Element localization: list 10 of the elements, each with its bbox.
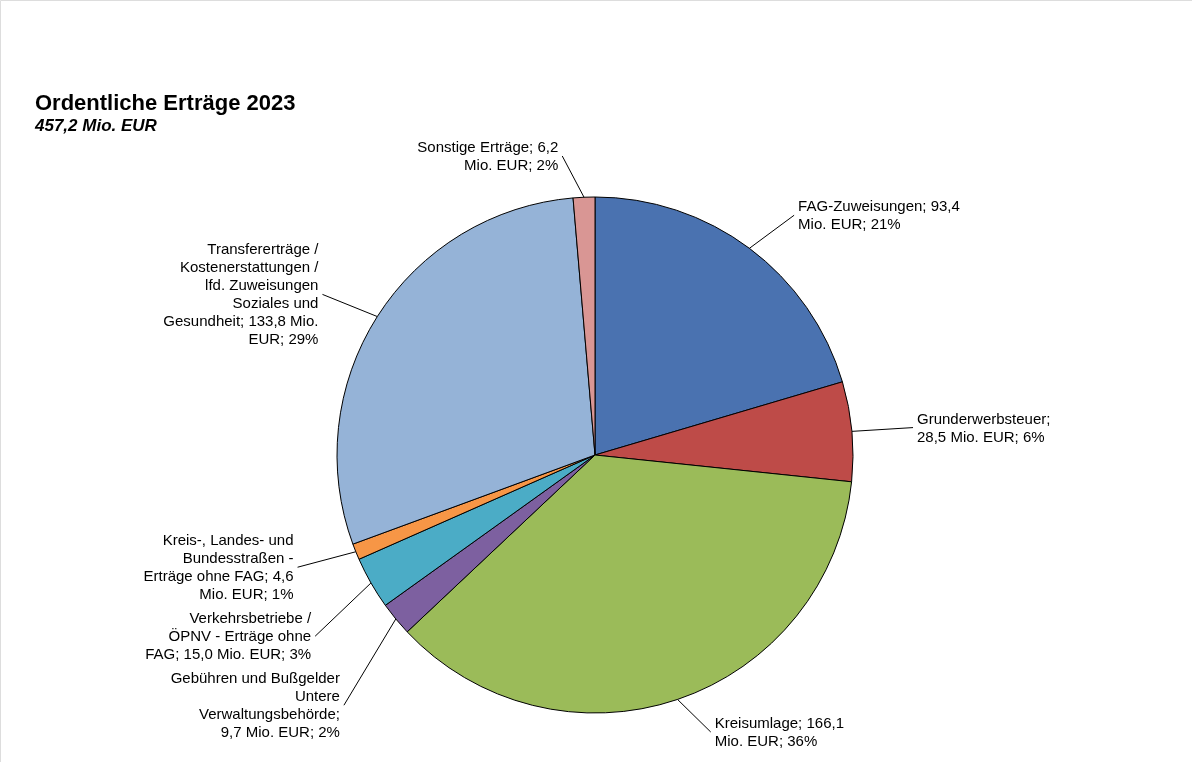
slice-label: FAG-Zuweisungen; 93,4 Mio. EUR; 21% xyxy=(798,197,960,233)
slice-label: Kreisumlage; 166,1 Mio. EUR; 36% xyxy=(714,714,844,749)
slice-label: Sonstige Erträge; 6,2 Mio. EUR; 2% xyxy=(417,137,559,173)
slice-label: Grunderwerbsteuer; 28,5 Mio. EUR; 6% xyxy=(917,409,1051,445)
slice-label: Kreis-, Landes- und Bundesstraßen - Erträge ohne FAG; 4,6 Mio. EUR; 1% xyxy=(143,531,294,603)
chart-title: Ordentliche Erträge 2023 xyxy=(35,90,296,115)
slice-label: Verkehrsbetriebe / ÖPNV - Erträge ohne FAG; 15,0 Mio. EUR; 3% xyxy=(145,609,312,663)
slice-label: Gebühren und Bußgelder Untere Verwaltungsbehörde; 9,7 Mio. EUR; 2% xyxy=(170,669,340,741)
slice-label: Transfererträge / Kostenerstattungen / lfd. Zuweisungen Soziales und Gesundheit; 133,8 Mio. EUR; 29% xyxy=(163,240,320,348)
chart-subtitle: 457,2 Mio. EUR xyxy=(34,116,158,135)
